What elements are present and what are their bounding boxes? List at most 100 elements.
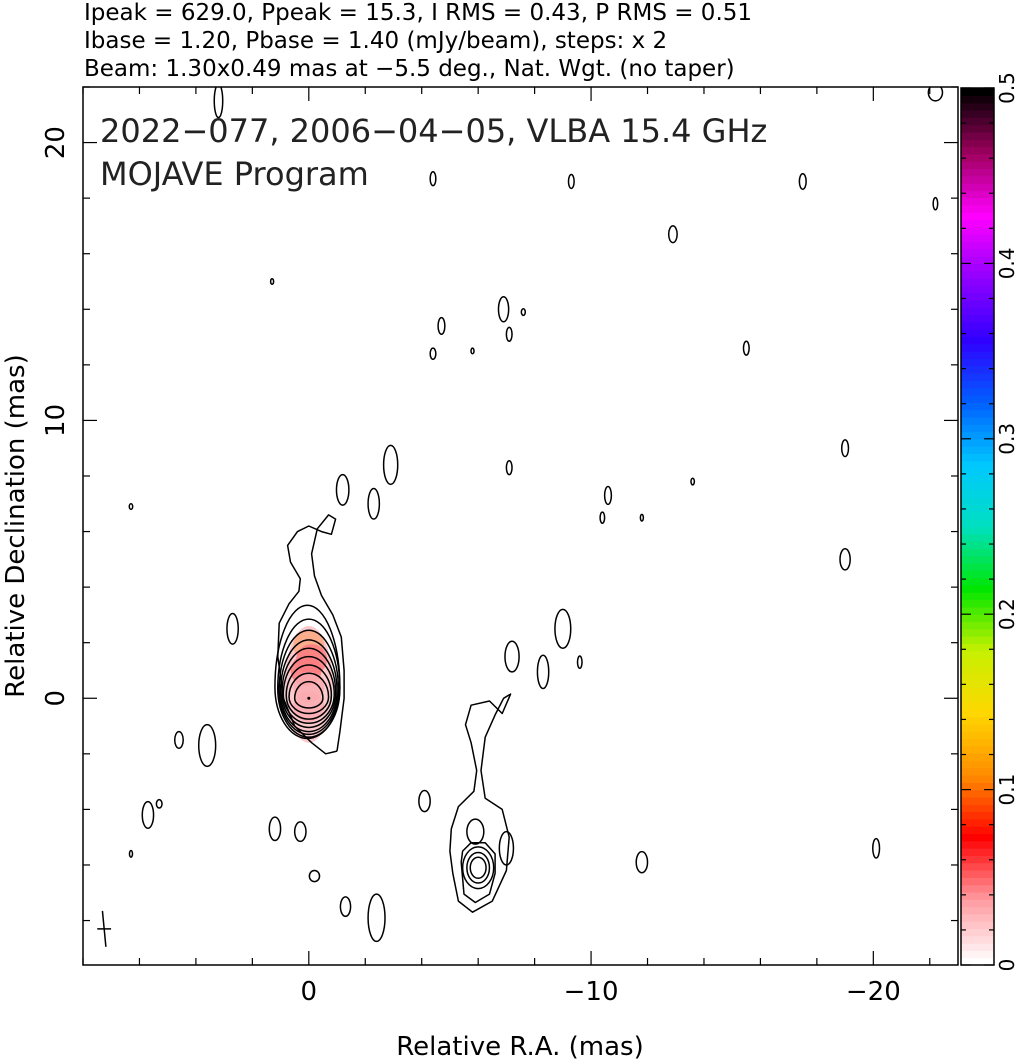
colorbar-segment	[961, 270, 994, 279]
colorbar-segment	[961, 424, 994, 433]
noise-contour	[497, 296, 510, 323]
jet-knot-contour	[466, 818, 485, 845]
noise-contour	[872, 837, 881, 859]
colorbar-segment	[961, 541, 994, 550]
colorbar-segment	[961, 526, 994, 535]
colorbar-segment	[961, 146, 994, 155]
colorbar-segment	[961, 840, 994, 849]
colorbar-tick-label: 0.4	[995, 247, 1019, 279]
colorbar-segment	[961, 131, 994, 140]
colorbar-segment	[961, 124, 994, 133]
colorbar-segment	[961, 307, 994, 316]
core-contour	[293, 680, 324, 709]
colorbar-segment	[961, 877, 994, 886]
noise-contour	[141, 800, 155, 830]
colorbar-segment	[961, 606, 994, 615]
colorbar-segment	[961, 650, 994, 659]
noise-contour	[505, 459, 513, 476]
noise-contour	[840, 439, 850, 458]
colorbar-segment	[961, 482, 994, 491]
colorbar-segment	[961, 468, 994, 476]
noise-contour	[520, 307, 527, 317]
colorbar-segment	[961, 394, 994, 403]
colorbar-segment	[961, 548, 994, 557]
noise-contour	[155, 798, 163, 809]
colorbar-segment	[961, 109, 994, 118]
colorbar-segment	[961, 212, 994, 221]
colorbar-segment	[961, 621, 994, 630]
noise-contour	[505, 326, 513, 342]
y-axis-label: Relative Declination (mas)	[1, 354, 31, 697]
colorbar-segment	[961, 701, 994, 710]
core-contour	[285, 664, 333, 720]
colorbar-segment	[961, 782, 994, 791]
colorbar-segment	[961, 278, 994, 286]
noise-contour	[798, 172, 807, 190]
colorbar-segment	[961, 102, 994, 111]
x-tick-label: −20	[846, 977, 901, 1007]
noise-contour	[554, 608, 572, 650]
colorbar-segment	[961, 687, 994, 696]
colorbar-segment	[961, 409, 994, 418]
colorbar-segment	[961, 731, 994, 740]
plot-frame	[82, 86, 959, 966]
colorbar-segment	[961, 533, 994, 542]
colorbar-segment	[961, 373, 994, 381]
noise-contour	[599, 511, 606, 524]
colorbar-segment	[961, 563, 994, 571]
colorbar-segment	[961, 431, 994, 440]
jet-knot-contour	[461, 846, 495, 890]
colorbar-segment	[961, 117, 994, 126]
colorbar-segment	[961, 438, 994, 447]
colorbar-segment	[961, 906, 994, 915]
colorbar-segment	[961, 636, 994, 645]
colorbar-tick-label: 0	[995, 959, 1019, 972]
colorbar-segment	[961, 658, 994, 666]
jet-knot-contour	[498, 830, 515, 866]
colorbar-segment	[961, 921, 994, 930]
colorbar-segment	[961, 168, 994, 177]
polarization-patch-core	[284, 626, 333, 743]
colorbar-segment	[961, 460, 994, 469]
jet-knot-contour	[469, 856, 487, 880]
noise-contour	[437, 316, 446, 336]
noise-contour	[293, 821, 307, 843]
colorbar-segment	[961, 351, 994, 360]
noise-contour	[382, 444, 399, 486]
x-tick-label: −10	[564, 977, 619, 1007]
noise-contour	[226, 612, 239, 645]
noise-contour	[128, 503, 134, 511]
noise-contour	[567, 173, 575, 190]
colorbar-segment	[961, 694, 994, 703]
colorbar-segment	[961, 387, 994, 396]
colorbar-segment	[961, 139, 994, 148]
noise-contour	[742, 340, 750, 356]
colorbar-segment	[961, 584, 994, 593]
colorbar-segment	[961, 175, 994, 184]
noise-contour	[173, 730, 184, 750]
colorbar-segment	[961, 314, 994, 323]
colorbar-segment	[961, 884, 994, 893]
x-tick-label: 0	[301, 977, 318, 1007]
colorbar-segment	[961, 321, 994, 330]
jet-contour	[449, 693, 512, 913]
noise-contour	[667, 225, 678, 244]
colorbar-segment	[961, 599, 994, 608]
y-tick-label: 10	[41, 404, 71, 437]
y-tick-label: 20	[41, 126, 71, 159]
colorbar-segment	[961, 796, 994, 805]
colorbar-segment	[961, 453, 994, 462]
noise-contour	[470, 347, 475, 355]
colorbar-tick-label: 0.1	[995, 774, 1019, 806]
noise-contour	[932, 196, 939, 211]
noise-contour	[308, 869, 321, 883]
noise-contour	[367, 487, 381, 520]
colorbar-segment	[961, 745, 994, 754]
colorbar-segment	[961, 789, 994, 798]
colorbar-segment	[961, 190, 994, 199]
colorbar-segment	[961, 511, 994, 520]
header-line-2: Ibase = 1.20, Pbase = 1.40 (mJy/beam), s…	[84, 28, 668, 54]
header-line-3: Beam: 1.30x0.49 mas at −5.5 deg., Nat. W…	[84, 56, 735, 82]
y-tick-label: 0	[41, 690, 71, 707]
